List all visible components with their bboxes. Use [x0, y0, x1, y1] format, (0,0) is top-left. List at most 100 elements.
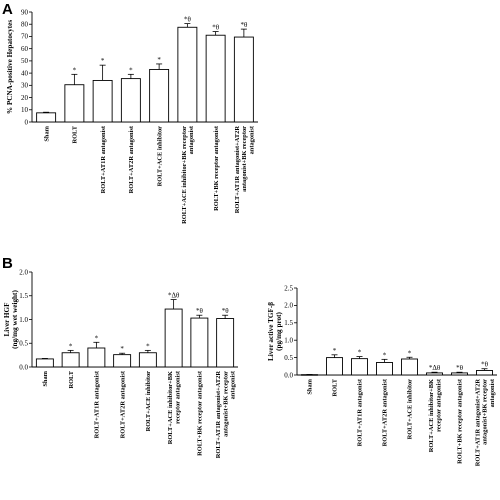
category-label-line: ROLT+ACE inhibitor+BK [167, 371, 174, 444]
category-label-line: ROLT+BK receptor antagonist [197, 370, 204, 456]
category-label-line: ROLT [72, 125, 79, 143]
category-label: ROLT+AT2R antagonist [119, 370, 126, 438]
category-label: ROLT+BK receptor antagonist [457, 378, 464, 464]
significance-label: * [69, 342, 73, 350]
category-label-line: ROLT+BK receptor antagonist [457, 378, 464, 464]
bar [476, 370, 493, 376]
category-label-line: ROLT+ACE inhibitor+BK receptor [181, 126, 188, 224]
y-axis-label-line: (pg/mg prot) [275, 312, 283, 351]
bar [149, 68, 170, 123]
y-tick-label: 20 [21, 94, 29, 102]
category-label-line: antagonist [188, 125, 195, 154]
significance-label: *Δθ [168, 292, 180, 300]
significance-label: * [358, 349, 362, 357]
category-label-line: ROLT [332, 378, 339, 396]
category-label-line: ROLT+AT2R antagonist [128, 125, 135, 193]
category-label: ROLT+ACE inhibitor+BKreceptor antagonist [428, 378, 442, 452]
category-label: ROLT [68, 370, 75, 388]
y-axis-label: Liver active TGF-β(pg/mg prot) [267, 302, 283, 361]
y-tick-label: 0.5 [284, 354, 293, 362]
category-label: Sham [42, 370, 49, 386]
y-tick-label: 0.5 [19, 340, 28, 348]
category-label: ROLT+BK receptor antagonist [197, 370, 204, 456]
y-tick-label: 2.0 [19, 268, 28, 276]
bar [35, 358, 54, 368]
significance-label: *θ [184, 16, 192, 24]
significance-label: *θ [240, 21, 248, 29]
y-tick-label: 1.5 [284, 319, 293, 327]
category-label-line: ROLT+ACE inhibitor [407, 379, 414, 440]
y-axis-label-line: Liver active TGF-β [267, 302, 275, 361]
y-tick-label: 0.0 [284, 371, 293, 379]
y-axis-label: % PCNA-positive Hepatocytes [6, 20, 14, 114]
category-label: ROLT+AT1R antagonist [94, 370, 101, 438]
y-tick-label: 80 [21, 21, 29, 29]
bar [177, 26, 198, 123]
panel-label-b: B [2, 255, 13, 272]
significance-label: *θ [212, 24, 220, 32]
chart-a-pcna: 0 10 20 30 40 50 60 70 80 90 % PCNA-positive Hepat… [6, 8, 258, 224]
category-label: ROLT+AT1R antagonist+AT2Rantagonist+BK r… [215, 370, 236, 458]
bar [426, 372, 443, 376]
y-tick-label: 40 [21, 69, 29, 77]
category-label-line: ROLT [68, 370, 75, 388]
y-tick-label: 60 [21, 45, 29, 53]
bar [61, 352, 80, 368]
category-label-line: Sham [43, 125, 50, 141]
bar [376, 362, 393, 376]
category-label-line: antagonist+BK receptor [482, 379, 489, 445]
category-label: ROLT+ACE inhibitor+BK receptorantagonist [181, 125, 195, 224]
category-label: ROLT [332, 378, 339, 396]
y-tick-label: 70 [21, 33, 29, 41]
chart-b-hgf: 0.0 0.5 1.0 1.5 2.0 Liver HGF(ng/mg wet weigh… [3, 268, 238, 458]
significance-label: * [408, 349, 412, 357]
category-label-line: antagonist [248, 125, 255, 154]
category-label: ROLT+AT2R antagonist [128, 125, 135, 193]
category-label: ROLT+AT2R antagonist [382, 378, 389, 446]
significance-label: * [157, 56, 161, 64]
significance-label: *Δθ [429, 364, 441, 372]
category-label-line: ROLT+AT1R antagonist+AT2R [475, 379, 482, 467]
y-tick-label: 0 [25, 118, 29, 126]
bar [64, 84, 85, 123]
bar [190, 317, 209, 368]
category-label: ROLT+ACE inhibitor [145, 371, 152, 432]
bar [233, 36, 254, 123]
significance-label: * [383, 351, 387, 359]
y-tick-label: 1.5 [19, 292, 28, 300]
category-label-line: Sham [42, 370, 49, 386]
bar [87, 347, 106, 368]
category-label-line: antagonist+BK receptor [222, 371, 229, 437]
y-tick-label: 1.0 [284, 337, 293, 345]
y-axis-label-line: Liver HGF [3, 302, 11, 337]
bar [113, 354, 132, 368]
significance-label: * [101, 57, 105, 65]
significance-label: * [120, 345, 124, 353]
category-label-line: ROLT+AT2R antagonist [119, 370, 126, 438]
bar [36, 112, 57, 123]
category-label: ROLT+AT1R antagonist+AT2Rantagonist+BK r… [475, 378, 496, 466]
category-label: ROLT+ACE inhibitor+BKreceptor antagonist [167, 370, 181, 444]
y-tick-label: 0.0 [19, 363, 28, 371]
y-axis-label-line: (ng/mg wet weight) [11, 290, 19, 349]
significance-label: *θ [196, 307, 204, 315]
category-label-line: receptor antagonist [174, 370, 181, 424]
significance-label: *θ [222, 307, 230, 315]
category-label: Sham [43, 125, 50, 141]
panel-label-a: A [2, 1, 13, 18]
category-label-line: ROLT+AT1R antagonist [357, 378, 364, 446]
significance-label: * [129, 66, 133, 74]
y-tick-label: 10 [21, 106, 29, 114]
category-label: ROLT+AT1R antagonist [357, 378, 364, 446]
significance-label: *θ [481, 361, 489, 369]
y-tick-label: 1.0 [19, 316, 28, 324]
y-tick-label: 30 [21, 82, 29, 90]
category-label-line: ROLT+BK receptor antagonist [213, 125, 220, 211]
category-label-line: ROLT+AT1R antagonist [100, 125, 107, 193]
bar [164, 308, 183, 368]
bar [120, 78, 141, 123]
chart-b-tgf: 0.0 0.5 1.0 1.5 2.0 2.5 Liver active TGF-β(pg/… [267, 284, 497, 466]
bar [351, 358, 368, 376]
category-label-line: antagonist [230, 370, 237, 399]
